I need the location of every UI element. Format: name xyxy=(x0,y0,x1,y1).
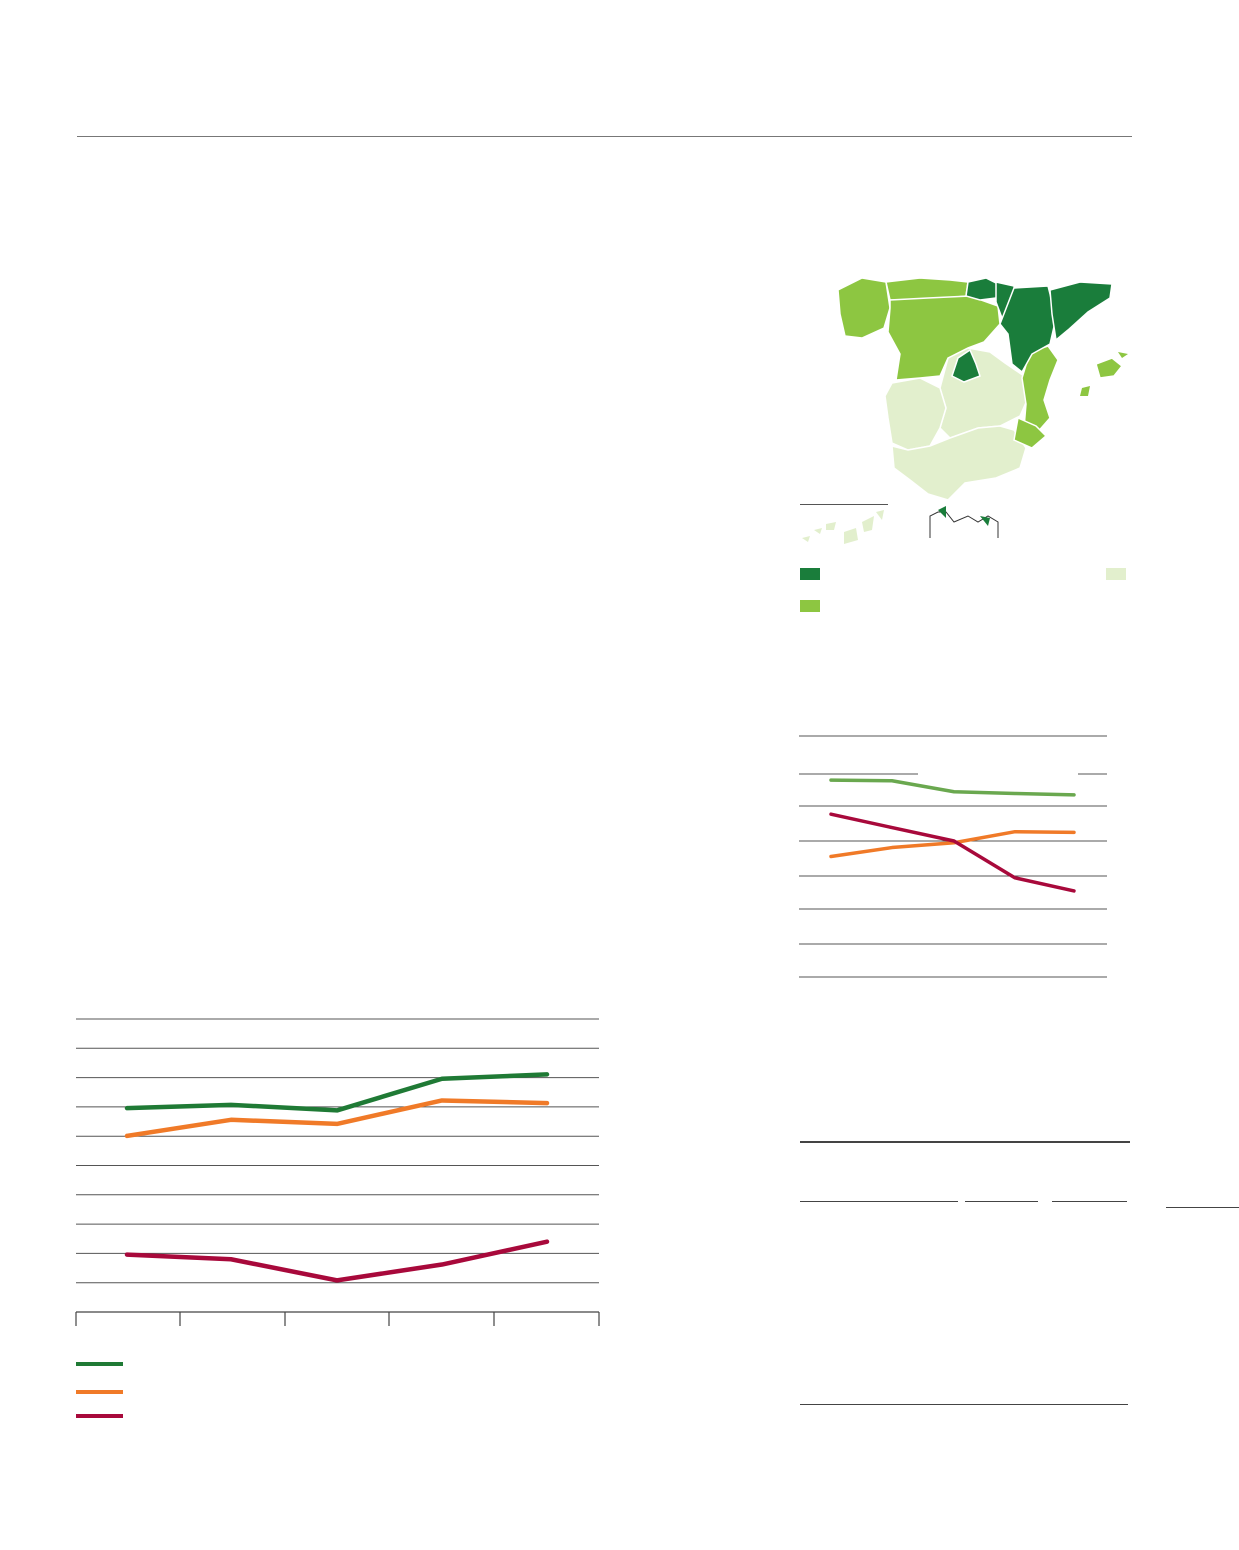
table-col-rule-4 xyxy=(1166,1207,1239,1208)
map-region-valencia xyxy=(1021,345,1059,435)
table-bottom-rule xyxy=(800,1404,1128,1405)
legend-line-green xyxy=(76,1362,123,1366)
series-line-0 xyxy=(829,778,1076,797)
map-region-madrid xyxy=(951,348,981,383)
series-line-1 xyxy=(829,829,1076,859)
legend-line-crimson xyxy=(76,1414,123,1418)
map-region-cataluna xyxy=(1049,281,1113,342)
table-col-rule-3 xyxy=(1052,1201,1127,1202)
table-col-rule-2 xyxy=(965,1201,1038,1202)
legend-swatch-dark-green xyxy=(800,568,820,580)
top-rule xyxy=(77,136,1132,137)
legend-line-orange xyxy=(76,1390,123,1394)
table-col-rule-1 xyxy=(800,1201,958,1202)
inset-rule xyxy=(800,504,888,505)
map-region-galicia xyxy=(837,277,891,339)
map-region-andalucia xyxy=(891,425,1027,501)
spain-regions-map xyxy=(837,277,1128,501)
map-region-baleares xyxy=(1095,357,1124,379)
canary-islands-inset xyxy=(802,510,884,544)
legend-swatch-pale-green xyxy=(1106,568,1126,580)
map-region-baleares-minor xyxy=(1080,352,1128,396)
ceuta-melilla-inset xyxy=(929,506,999,538)
legend-swatch-mid-green xyxy=(800,600,820,612)
map-region-murcia xyxy=(1013,416,1048,449)
table-top-rule xyxy=(800,1141,1130,1143)
